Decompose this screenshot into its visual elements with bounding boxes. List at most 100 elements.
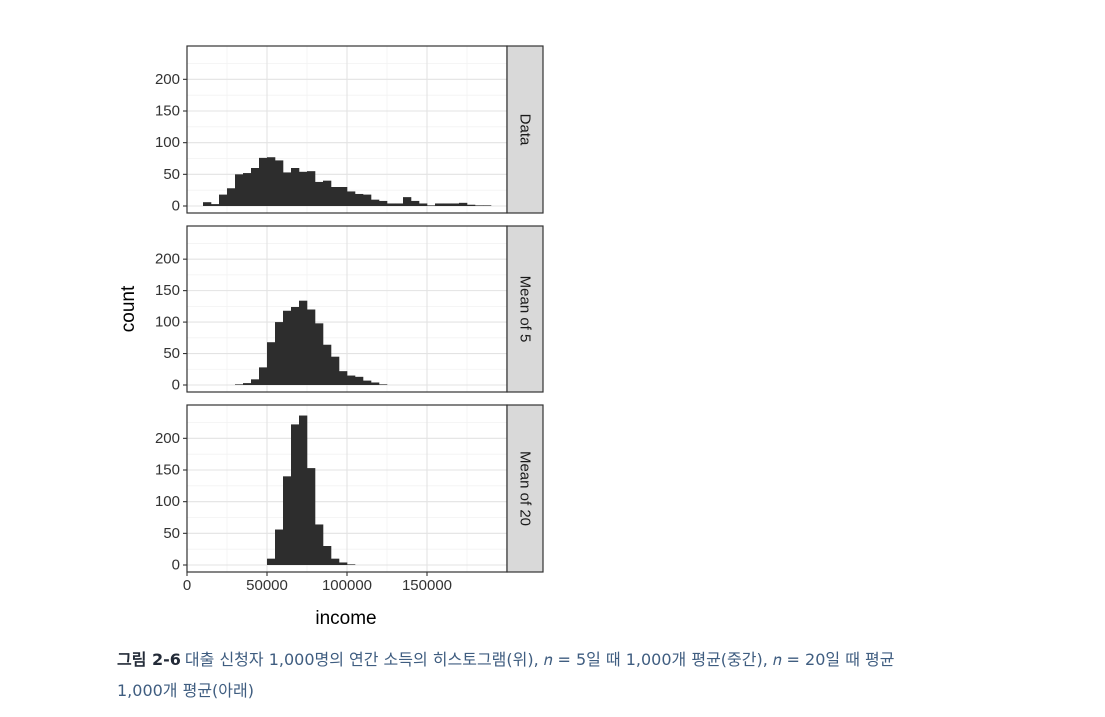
histogram-bar	[331, 187, 340, 206]
histogram-bar	[259, 157, 268, 206]
histogram-bar	[267, 342, 276, 385]
histogram-bar	[243, 383, 252, 385]
histogram-bar	[291, 168, 300, 206]
y-tick-label: 200	[155, 430, 180, 447]
histogram-bar	[299, 171, 308, 206]
facet-strip	[506, 45, 544, 214]
histogram-bar	[203, 202, 212, 206]
histogram-bar	[483, 205, 492, 206]
histogram-bar	[307, 468, 316, 565]
x-tick-label: 100000	[322, 577, 372, 594]
figure-caption: 그림 2-6 대출 신청자 1,000명의 연간 소득의 히스토그램(위), 𝑛 …	[117, 644, 1077, 706]
y-axis-title: count	[118, 285, 139, 332]
facet-strip-label: Mean of 20	[517, 451, 534, 526]
histogram-bar	[331, 558, 340, 565]
x-tick-label: 50000	[246, 577, 288, 594]
y-tick-label: 0	[172, 377, 180, 394]
histogram-bar	[211, 204, 220, 206]
histogram-bar	[299, 415, 308, 565]
histogram-bar	[283, 172, 292, 206]
y-tick-label: 150	[155, 103, 180, 120]
histogram-bar	[371, 382, 380, 385]
histogram-bar	[251, 379, 260, 385]
caption-line-2: 1,000개 평균(아래)	[117, 681, 254, 700]
y-tick-label: 100	[155, 134, 180, 151]
caption-line-1: 그림 2-6 대출 신청자 1,000명의 연간 소득의 히스토그램(위), 𝑛 …	[117, 644, 1077, 675]
histogram-bar	[243, 173, 252, 206]
facet-strip-label: Mean of 5	[517, 276, 534, 343]
histogram-bar	[235, 174, 244, 206]
y-tick-label: 50	[163, 525, 180, 542]
histogram-bar	[347, 191, 356, 206]
histogram-bars	[203, 157, 492, 206]
y-tick-label: 100	[155, 493, 180, 510]
caption-text-1: 대출 신청자 1,000명의 연간 소득의 히스토그램(위), 𝑛 = 5일 때…	[184, 650, 895, 669]
y-tick-label: 0	[172, 198, 180, 215]
histogram-bar	[435, 203, 444, 206]
histogram-bar	[307, 309, 316, 385]
histogram-bar	[275, 529, 284, 565]
histogram-bar	[459, 202, 468, 206]
histogram-bar	[291, 306, 300, 385]
histogram-bar	[331, 356, 340, 385]
facet-strip	[506, 404, 544, 573]
histogram-bar	[315, 323, 324, 385]
histogram-bar	[259, 367, 268, 385]
histogram-bar	[379, 200, 388, 206]
histogram-bar	[347, 375, 356, 385]
histogram-bar	[323, 546, 332, 565]
histogram-bars	[267, 415, 356, 565]
x-tick-label: 150000	[402, 577, 452, 594]
histogram-bar	[475, 205, 484, 206]
y-tick-label: 200	[155, 251, 180, 268]
histogram-bar	[427, 205, 436, 206]
histogram-bar	[315, 181, 324, 206]
histogram-bar	[355, 193, 364, 206]
y-tick-label: 50	[163, 166, 180, 183]
histogram-bars	[235, 300, 388, 385]
histogram-bar	[451, 203, 460, 206]
facet-strip-label: Data	[517, 114, 534, 146]
histogram-bar	[251, 168, 260, 206]
histogram-bar	[371, 199, 380, 206]
x-tick-label: 0	[183, 577, 191, 594]
facet-panel: Data 0 50 100 150 200	[155, 45, 544, 215]
caption-label: 그림 2-6	[117, 650, 181, 669]
y-tick-label: 0	[172, 557, 180, 574]
histogram-bar	[275, 160, 284, 206]
facet-strip	[506, 225, 544, 393]
x-axis-title: income	[315, 608, 376, 629]
y-tick-label: 150	[155, 282, 180, 299]
y-tick-label: 200	[155, 71, 180, 88]
histogram-bar	[379, 384, 388, 385]
histogram-bar	[339, 371, 348, 385]
histogram-bar	[323, 344, 332, 385]
histogram-bar	[227, 188, 236, 206]
histogram-bar	[339, 187, 348, 206]
histogram-bar	[219, 194, 228, 206]
histogram-bar	[299, 300, 308, 385]
histogram-bar	[467, 204, 476, 206]
histogram-bar	[283, 476, 292, 565]
histogram-bar	[443, 203, 452, 206]
histogram-bar	[307, 171, 316, 206]
histogram-bar	[275, 322, 284, 385]
facet-panel: Mean of 20 0 50 100 150 200	[155, 404, 544, 574]
histogram-bar	[363, 194, 372, 206]
histogram-bar	[235, 384, 244, 385]
y-tick-label: 50	[163, 345, 180, 362]
histogram-bar	[403, 197, 412, 206]
y-tick-label: 100	[155, 314, 180, 331]
histogram-bar	[339, 562, 348, 565]
histogram-bar	[291, 424, 300, 565]
histogram-bar	[387, 203, 396, 206]
histogram-bar	[355, 376, 364, 385]
histogram-bar	[395, 203, 404, 206]
y-tick-label: 150	[155, 462, 180, 479]
x-axis: 0 50000 100000 150000	[183, 572, 452, 594]
histogram-bar	[347, 564, 356, 565]
histogram-bar	[411, 200, 420, 206]
histogram-bar	[363, 380, 372, 385]
